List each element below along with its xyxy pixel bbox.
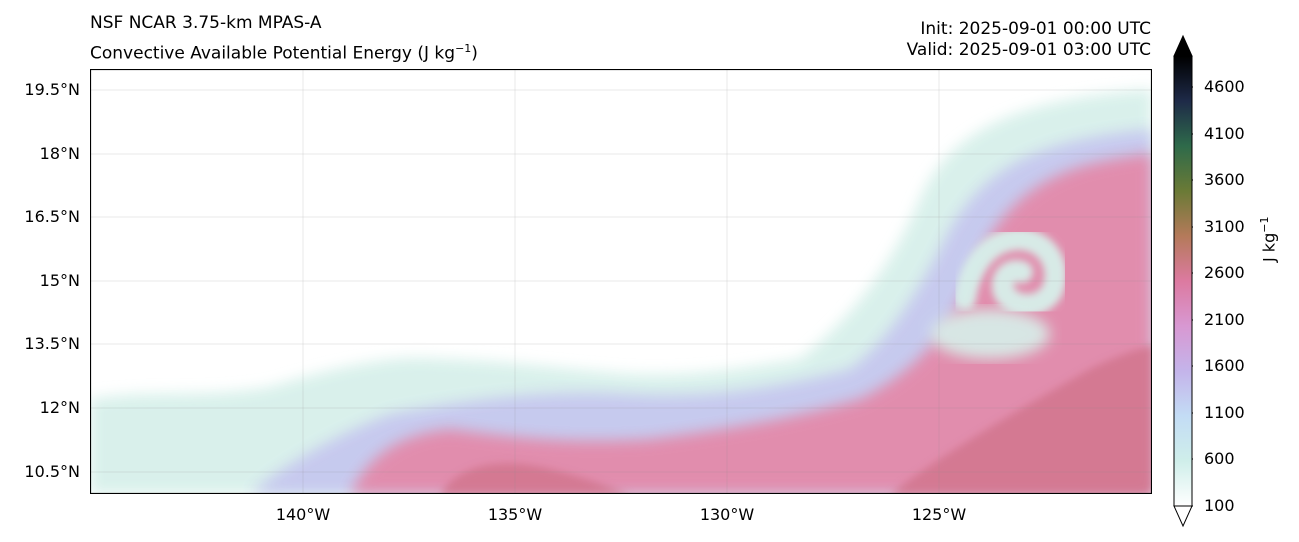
variable-title-close: ) — [471, 43, 478, 64]
gridlines — [90, 69, 1152, 494]
colorbar-label: 600 — [1204, 449, 1235, 468]
map-frame — [90, 69, 1152, 494]
cyclone-spiral — [954, 227, 1067, 316]
colorbar-unit: J kg−1 — [1258, 217, 1278, 262]
colorbar-label: 4100 — [1204, 124, 1245, 143]
colorbar-label: 3600 — [1204, 170, 1245, 189]
init-time: Init: 2025-09-01 00:00 UTC — [920, 19, 1151, 39]
lon-label: 140°W — [275, 505, 331, 524]
variable-title: Convective Available Potential Energy (J… — [90, 39, 478, 64]
lat-label: 16.5°N — [24, 207, 80, 226]
colorbar-gradient — [1173, 55, 1193, 507]
colorbar-extend-bottom — [1173, 505, 1193, 528]
lon-label: 125°W — [911, 505, 967, 524]
colorbar-label: 2600 — [1204, 263, 1245, 282]
cape-field-peak — [440, 345, 1152, 494]
variable-title-base: Convective Available Potential Energy (J… — [90, 43, 456, 64]
cyclone-core — [930, 309, 1050, 359]
colorbar-unit-base: J kg — [1259, 232, 1279, 262]
colorbar-label: 1600 — [1204, 356, 1245, 375]
colorbar-label: 4600 — [1204, 77, 1245, 96]
lat-label: 19.5°N — [24, 80, 80, 99]
lat-label: 10.5°N — [24, 462, 80, 481]
colorbar-label: 1100 — [1204, 403, 1245, 422]
colorbar-label: 100 — [1204, 496, 1235, 515]
lat-label: 15°N — [39, 271, 80, 290]
lat-label: 18°N — [39, 144, 80, 163]
lon-label: 135°W — [487, 505, 543, 524]
lat-label: 13.5°N — [24, 334, 80, 353]
lon-label: 130°W — [699, 505, 755, 524]
variable-title-exp: −1 — [455, 42, 472, 55]
model-title: NSF NCAR 3.75-km MPAS-A — [90, 13, 322, 33]
colorbar-label: 2100 — [1204, 310, 1245, 329]
colorbar-extend-top — [1173, 34, 1193, 57]
colorbar-unit-exp: −1 — [1258, 216, 1271, 233]
colorbar-label: 3100 — [1204, 217, 1245, 236]
colorbar-ticks — [1192, 86, 1193, 507]
lat-label: 12°N — [39, 398, 80, 417]
cape-field-high — [350, 153, 1152, 494]
valid-time: Valid: 2025-09-01 03:00 UTC — [906, 40, 1151, 60]
colorbar — [1173, 34, 1193, 528]
cape-map — [90, 69, 1152, 494]
